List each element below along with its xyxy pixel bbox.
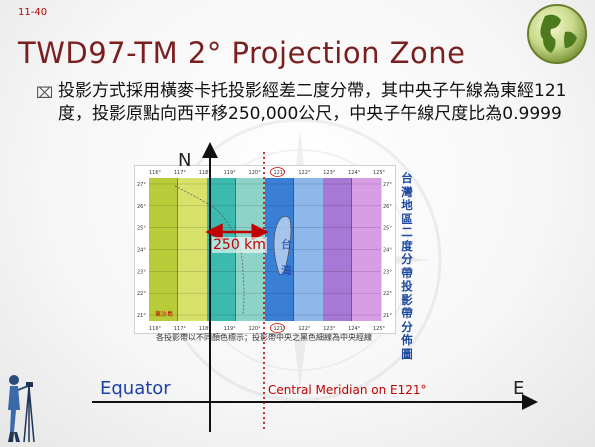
offset-label: 250 km [212,237,267,253]
east-label: E [513,378,524,399]
surveyor-icon [2,372,36,444]
north-label: N [178,150,191,171]
equator-label: Equator [100,378,171,399]
central-meridian-label: Central Meridian on E121° [268,383,426,397]
